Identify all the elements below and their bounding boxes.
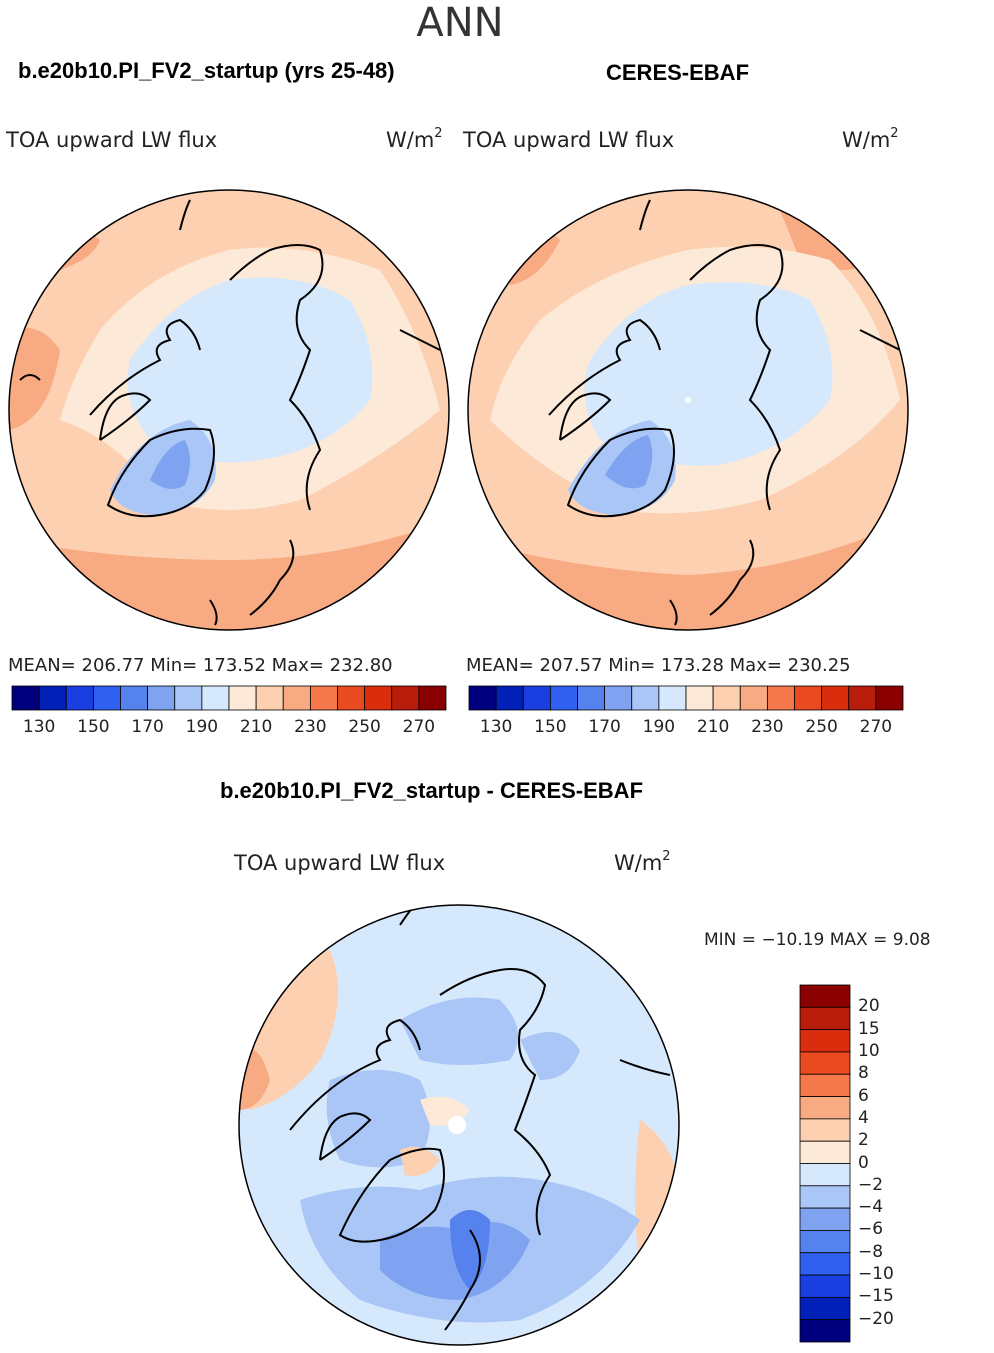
season-title: ANN — [416, 0, 504, 46]
colorbar-tick-label: 250 — [348, 717, 381, 737]
colorbar-swatch — [309, 685, 338, 711]
colorbar-tick-label: 250 — [805, 717, 838, 737]
colorbar-tick-label: 4 — [858, 1107, 869, 1128]
diff-polar-map — [238, 904, 680, 1346]
model-polar-map — [8, 189, 450, 631]
colorbar-swatch — [282, 685, 311, 711]
colorbar-swatch — [495, 685, 524, 711]
colorbar-tick-label: 210 — [239, 717, 273, 737]
colorbar-swatch — [658, 685, 687, 711]
colorbar-swatch — [38, 685, 67, 711]
colorbar-swatch — [65, 685, 94, 711]
colorbar-tick-label: 2 — [858, 1130, 869, 1151]
colorbar-swatch — [799, 1073, 851, 1097]
colorbar-tick-label: 230 — [294, 717, 327, 737]
colorbar-swatch — [799, 1207, 851, 1231]
diff-variable-label: TOA upward LW flux — [234, 851, 446, 875]
colorbar-swatch — [799, 1096, 851, 1120]
colorbar-swatch — [821, 685, 850, 711]
colorbar-swatch — [228, 685, 257, 711]
colorbar-swatch — [631, 685, 660, 711]
diff-units-label: W/m2 — [614, 849, 671, 875]
colorbar-swatch — [92, 685, 121, 711]
colorbar-swatch — [364, 685, 393, 711]
model-stats: MEAN= 206.77 Min= 173.52 Max= 232.80 — [8, 655, 393, 676]
colorbar-tick-label: 190 — [642, 717, 676, 737]
obs-variable-label: TOA upward LW flux — [463, 128, 675, 152]
colorbar-tick-label: 10 — [858, 1040, 880, 1061]
colorbar-swatch — [391, 685, 420, 711]
colorbar-tick-label: 150 — [534, 717, 567, 737]
colorbar-swatch — [799, 1051, 851, 1075]
colorbar-tick-label: −6 — [858, 1219, 884, 1240]
colorbar-swatch — [120, 685, 149, 711]
colorbar-swatch — [799, 1185, 851, 1209]
diff-minmax: MIN = −10.19 MAX = 9.08 — [704, 930, 931, 950]
colorbar-swatch — [799, 1140, 851, 1164]
diff-colorbar — [799, 984, 851, 1343]
colorbar-tick-label: 150 — [77, 717, 110, 737]
obs-case-title: CERES-EBAF — [606, 60, 750, 85]
colorbar-swatch — [739, 685, 768, 711]
colorbar-tick-label: 270 — [859, 717, 893, 737]
obs-colorbar — [468, 685, 904, 711]
colorbar-swatch — [174, 685, 203, 711]
colorbar-tick-label: 170 — [131, 717, 164, 737]
colorbar-tick-label: −4 — [858, 1197, 884, 1218]
colorbar-swatch — [418, 685, 447, 711]
colorbar-tick-label: −10 — [858, 1264, 894, 1285]
obs-units-label: W/m2 — [842, 126, 899, 152]
colorbar-swatch — [875, 685, 904, 711]
colorbar-tick-label: 0 — [858, 1152, 869, 1173]
colorbar-tick-label: −8 — [858, 1241, 884, 1262]
model-units-label: W/m2 — [386, 126, 443, 152]
colorbar-tick-label: 210 — [696, 717, 730, 737]
colorbar-swatch — [255, 685, 284, 711]
colorbar-swatch — [577, 685, 606, 711]
colorbar-swatch — [799, 1029, 851, 1053]
colorbar-tick-label: 20 — [858, 996, 880, 1017]
colorbar-tick-label: −20 — [858, 1308, 894, 1329]
colorbar-swatch — [766, 685, 795, 711]
colorbar-tick-label: 190 — [185, 717, 219, 737]
colorbar-swatch — [337, 685, 366, 711]
obs-polar-map — [467, 189, 909, 631]
model-case-title: b.e20b10.PI_FV2_startup (yrs 25-48) — [18, 58, 395, 83]
colorbar-tick-label: −15 — [858, 1286, 894, 1307]
colorbar-swatch — [201, 685, 230, 711]
colorbar-swatch — [794, 685, 823, 711]
colorbar-tick-label: 170 — [588, 717, 621, 737]
colorbar-swatch — [799, 1230, 851, 1254]
colorbar-swatch — [799, 1252, 851, 1276]
colorbar-swatch — [549, 685, 578, 711]
colorbar-swatch — [799, 1163, 851, 1187]
colorbar-tick-label: −2 — [858, 1174, 884, 1195]
colorbar-swatch — [11, 685, 40, 711]
colorbar-swatch — [712, 685, 741, 711]
colorbar-swatch — [799, 1006, 851, 1031]
colorbar-tick-label: 6 — [858, 1085, 869, 1106]
colorbar-swatch — [848, 685, 877, 711]
colorbar-swatch — [522, 685, 551, 711]
model-colorbar — [11, 685, 447, 711]
model-variable-label: TOA upward LW flux — [6, 128, 218, 152]
colorbar-swatch — [468, 685, 497, 711]
colorbar-tick-label: 15 — [858, 1018, 880, 1039]
colorbar-swatch — [604, 685, 633, 711]
obs-stats: MEAN= 207.57 Min= 173.28 Max= 230.25 — [466, 655, 851, 676]
colorbar-swatch — [147, 685, 176, 711]
colorbar-tick-label: 130 — [22, 717, 56, 737]
colorbar-tick-label: 230 — [751, 717, 784, 737]
colorbar-tick-label: 130 — [479, 717, 513, 737]
colorbar-tick-label: 270 — [402, 717, 436, 737]
diff-title: b.e20b10.PI_FV2_startup - CERES-EBAF — [220, 778, 644, 803]
colorbar-swatch — [799, 1296, 851, 1321]
colorbar-swatch — [799, 1274, 851, 1298]
colorbar-swatch — [799, 1319, 851, 1343]
colorbar-swatch — [685, 685, 714, 711]
colorbar-tick-label: 8 — [858, 1063, 869, 1084]
colorbar-swatch — [799, 984, 851, 1008]
colorbar-swatch — [799, 1118, 851, 1142]
